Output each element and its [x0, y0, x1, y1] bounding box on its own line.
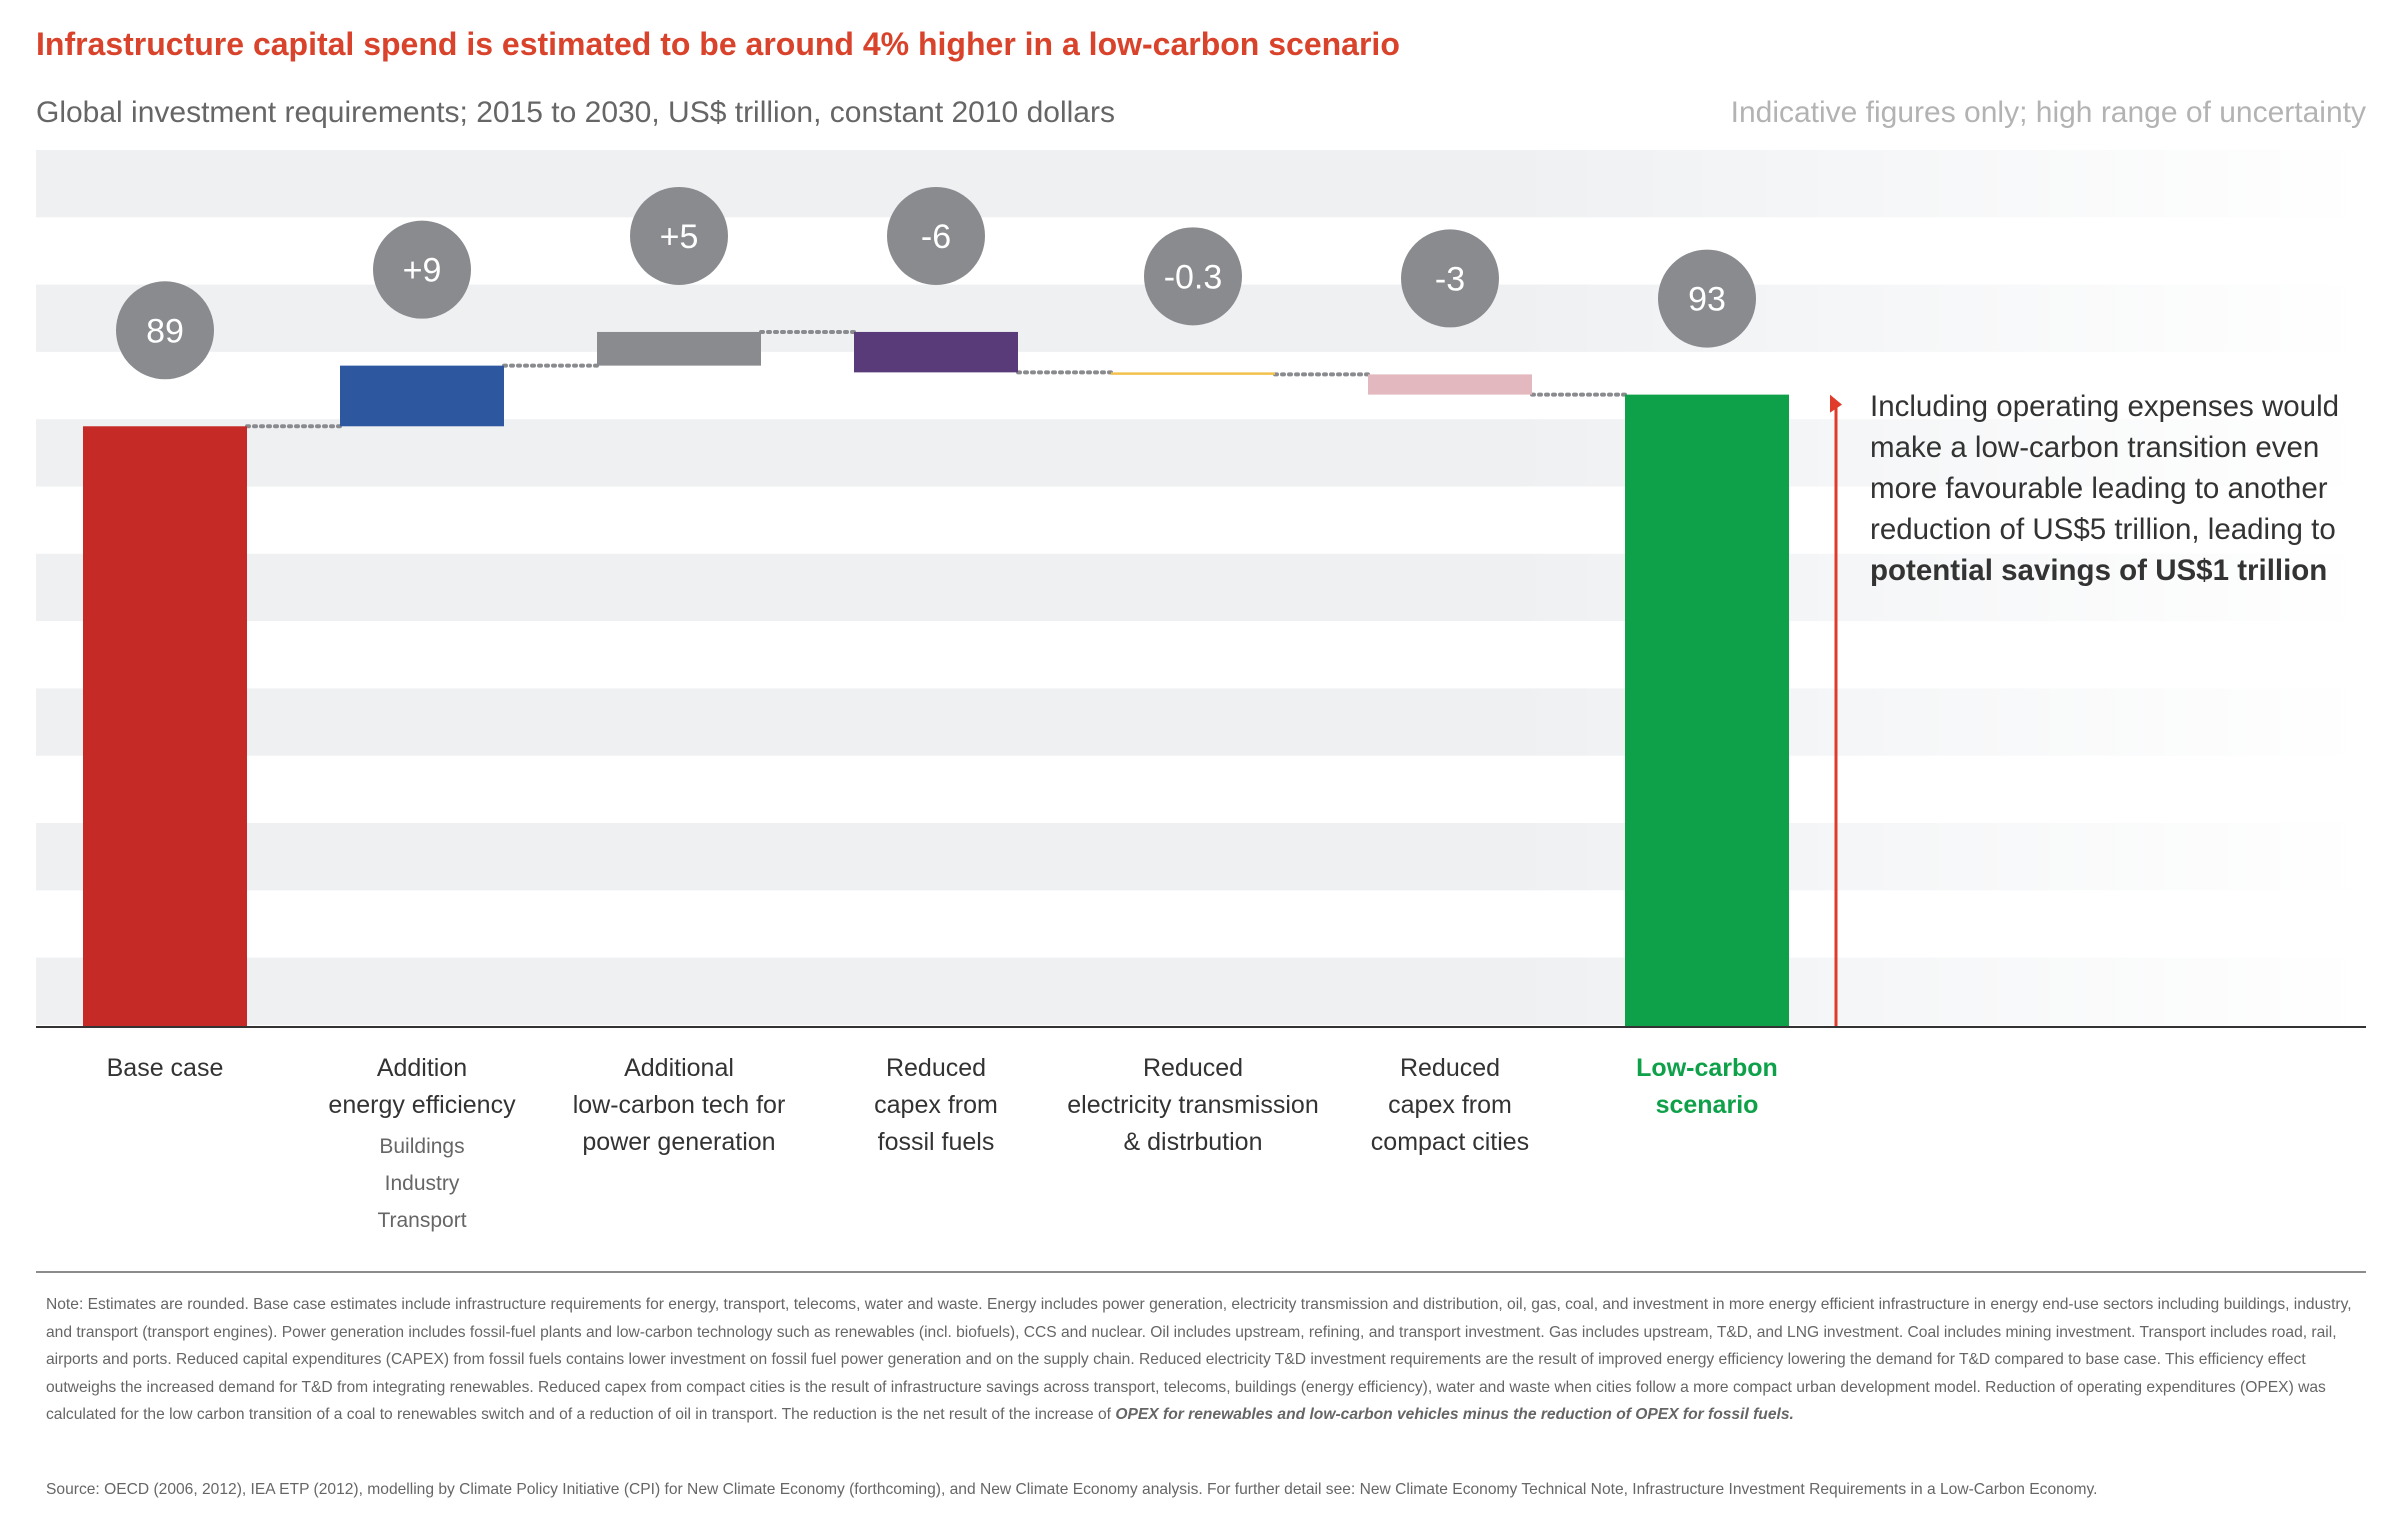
category-label-5: Reduced capex from compact cities	[1300, 1050, 1600, 1161]
chart-subtitle: Global investment requirements; 2015 to …	[36, 96, 1115, 129]
category-line: & distrbution	[1123, 1128, 1263, 1156]
category-line: electricity transmission	[1067, 1091, 1319, 1119]
value-bubble-6	[1658, 249, 1756, 348]
value-label-2: +5	[660, 218, 699, 256]
value-label-0: 89	[146, 312, 184, 350]
value-bubble-0	[116, 281, 214, 380]
category-line: scenario	[1655, 1091, 1759, 1119]
category-label-3: Reduced capex from fossil fuels	[786, 1050, 1086, 1161]
value-label-3: -6	[921, 218, 951, 256]
value-bubble-5	[1401, 229, 1499, 328]
category-line: Reduced	[1399, 1054, 1501, 1082]
connector-lines	[245, 329, 1627, 429]
category-subitem: Industry	[384, 1172, 460, 1195]
category-subitem: Buildings	[379, 1135, 465, 1158]
value-label-1: +9	[403, 252, 442, 290]
category-line: compact cities	[1370, 1128, 1530, 1156]
bars	[83, 331, 1789, 1026]
category-line: Addition	[376, 1054, 468, 1082]
bar-2	[597, 331, 761, 366]
category-line: low-carbon tech for	[572, 1091, 786, 1119]
bar-4	[1111, 372, 1275, 375]
footnote: Note: Estimates are rounded. Base case e…	[46, 1291, 2356, 1429]
value-label-6: 93	[1688, 281, 1726, 319]
value-label-4: -0.3	[1164, 258, 1223, 296]
category-subitem: Transport	[377, 1209, 467, 1232]
category-label-6: Low-carbon scenario	[1557, 1050, 1857, 1124]
value-bubble-1	[373, 220, 471, 319]
category-line: Reduced	[885, 1054, 987, 1082]
category-label-0: Base case	[15, 1050, 315, 1087]
callout-bold: potential savings of US$1 trillion	[1870, 554, 2328, 587]
value-bubbles: 89 +9 +5 -6 -0.3 -3 93	[116, 186, 1756, 380]
category-line: capex from	[1388, 1091, 1512, 1119]
value-label-5: -3	[1435, 260, 1465, 298]
marker-arrow-icon	[1830, 394, 1842, 413]
category-line: capex from	[874, 1091, 998, 1119]
chart-title: Infrastructure capital spend is estimate…	[36, 26, 1400, 62]
marker	[1830, 394, 1842, 1026]
bar-1	[340, 365, 504, 427]
category-line: Base case	[106, 1054, 224, 1082]
value-bubble-4	[1144, 227, 1242, 326]
bar-5	[1368, 374, 1532, 395]
category-label-4: Reduced electricity transmission & distrbu…	[1043, 1050, 1343, 1161]
category-label-2: Additional low-carbon tech for power gener…	[529, 1050, 829, 1161]
category-line: power generation	[582, 1128, 776, 1156]
bar-0	[83, 426, 247, 1026]
category-subitems: Buildings Industry Transport	[272, 1128, 572, 1239]
bar-3	[854, 331, 1018, 373]
opex-callout: Including operating expenses would make …	[1870, 386, 2370, 591]
value-bubble-3	[887, 186, 985, 285]
category-line: Additional	[624, 1054, 734, 1082]
footnote-divider	[36, 1271, 2366, 1273]
callout-text: Including operating expenses would make …	[1870, 390, 2340, 546]
waterfall-chart: 89 +9 +5 -6 -0.3 -3 93	[36, 150, 2366, 1028]
footnote-text: Note: Estimates are rounded. Base case e…	[46, 1296, 2352, 1423]
category-line: Low-carbon	[1636, 1054, 1778, 1082]
value-bubble-2	[630, 186, 728, 285]
uncertainty-note: Indicative figures only; high range of u…	[1730, 96, 2366, 129]
category-label-1: Addition energy efficiency Buildings Indust…	[272, 1050, 572, 1239]
category-line: fossil fuels	[877, 1128, 995, 1156]
category-line: Reduced	[1142, 1054, 1244, 1082]
source-line: Source: OECD (2006, 2012), IEA ETP (2012…	[46, 1481, 2098, 1498]
category-line: energy efficiency	[328, 1091, 516, 1119]
bar-6	[1625, 394, 1789, 1026]
footnote-emphasis: OPEX for renewables and low-carbon vehic…	[1115, 1406, 1794, 1423]
